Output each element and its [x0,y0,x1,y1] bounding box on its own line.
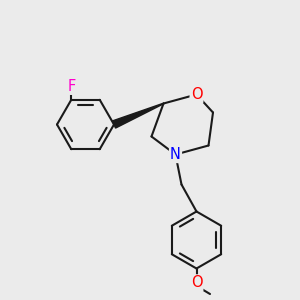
Text: F: F [67,79,75,94]
Text: O: O [191,87,202,102]
Text: N: N [170,147,181,162]
Polygon shape [112,103,164,128]
Text: O: O [191,275,202,290]
